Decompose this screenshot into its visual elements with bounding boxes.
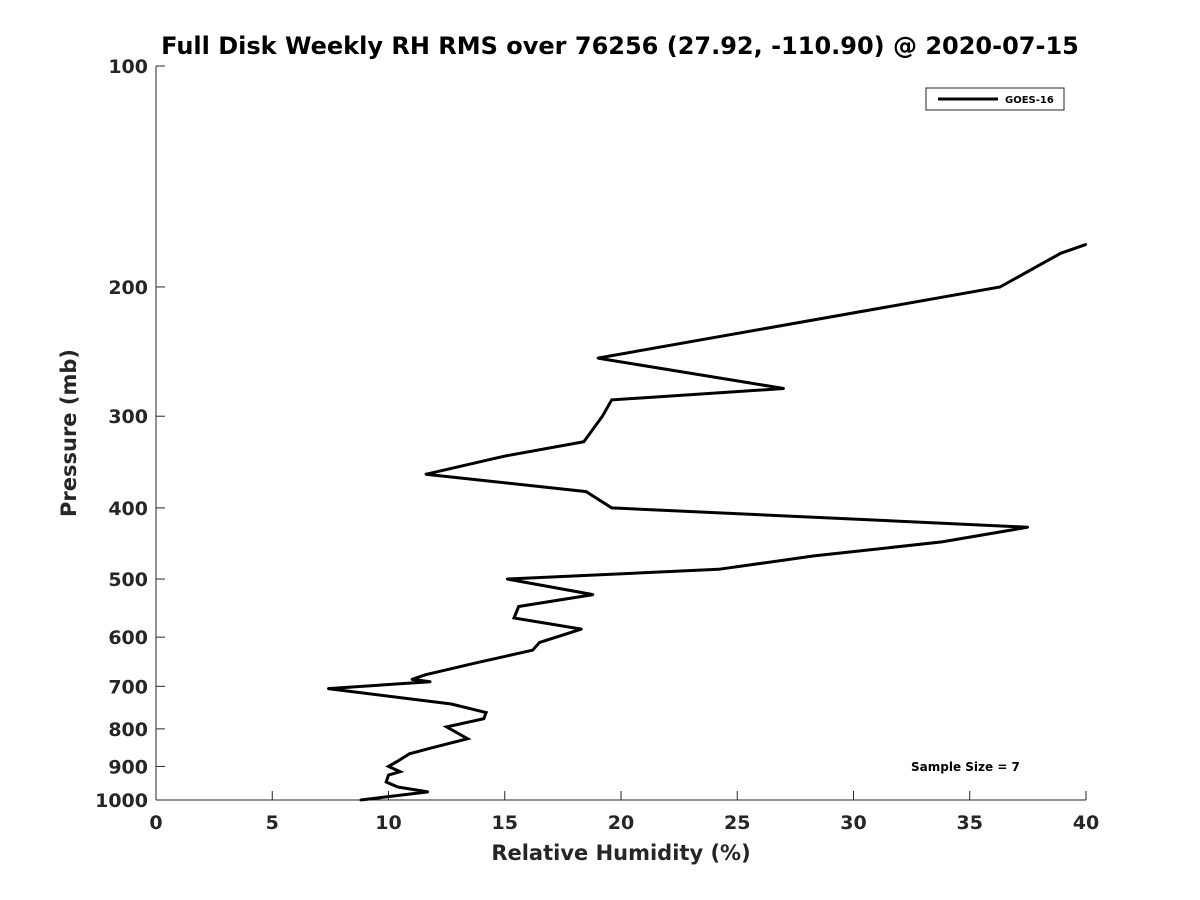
y-tick-label: 400	[108, 498, 148, 520]
data-point	[450, 702, 453, 706]
data-point	[580, 627, 583, 631]
y-tick-label: 800	[108, 719, 148, 741]
data-point	[408, 752, 411, 755]
data-point	[482, 717, 485, 720]
data-point	[596, 356, 599, 360]
data-point	[387, 765, 390, 768]
data-point	[582, 440, 585, 443]
y-tick-label: 100	[108, 56, 148, 78]
x-axis-label: Relative Humidity (%)	[491, 841, 750, 865]
data-point	[396, 785, 399, 789]
x-tick-label: 25	[724, 812, 750, 834]
x-tick-label: 10	[375, 812, 401, 834]
data-point	[512, 616, 516, 620]
y-tick-label: 200	[108, 277, 148, 299]
data-point	[531, 649, 534, 652]
data-point	[538, 641, 541, 644]
data-point	[610, 506, 613, 510]
data-point	[610, 398, 613, 402]
y-tick-label: 500	[108, 569, 148, 591]
y-tick-label: 700	[108, 676, 148, 698]
data-point	[503, 454, 506, 458]
y-axis-label: Pressure (mb)	[57, 349, 81, 517]
data-point	[466, 737, 469, 740]
data-point	[505, 577, 509, 581]
x-tick-label: 20	[608, 812, 634, 834]
data-point	[424, 673, 427, 676]
x-axis-ticks: 0 5 10 15 20 25 30 35 40	[149, 791, 1099, 834]
y-tick-label: 300	[108, 406, 148, 428]
data-point	[1026, 526, 1030, 529]
x-tick-label: 0	[149, 812, 162, 834]
data-point	[424, 473, 427, 476]
x-tick-label: 30	[840, 812, 866, 834]
data-point	[601, 415, 604, 418]
y-tick-label: 900	[108, 756, 148, 778]
data-point	[782, 387, 785, 390]
data-point	[398, 770, 402, 773]
data-point	[517, 605, 520, 608]
data-point	[1059, 252, 1062, 255]
chart-title: Full Disk Weekly RH RMS over 76256 (27.9…	[161, 32, 1079, 60]
data-point	[410, 678, 413, 681]
data-point	[429, 747, 432, 750]
data-point	[591, 593, 595, 596]
legend: GOES-16	[925, 87, 1065, 111]
series-layer	[326, 242, 1088, 802]
data-point	[326, 687, 330, 690]
data-point	[396, 759, 399, 763]
y-tick-label: 600	[108, 627, 148, 649]
data-point	[484, 711, 488, 714]
x-tick-label: 35	[957, 812, 983, 834]
data-point	[445, 725, 448, 729]
data-point	[717, 568, 720, 571]
data-point	[426, 790, 430, 794]
sample-size-annotation: Sample Size = 7	[911, 760, 1020, 774]
legend-label-goes-16: GOES-16	[1005, 95, 1054, 106]
data-point	[584, 490, 588, 493]
data-point	[998, 285, 1002, 289]
data-point	[387, 773, 390, 777]
data-point	[359, 798, 362, 802]
data-point	[385, 780, 388, 784]
x-tick-label: 5	[266, 812, 279, 834]
data-point	[429, 680, 432, 683]
data-point	[475, 661, 479, 664]
data-point	[812, 554, 816, 558]
y-axis-ticks: 100 200 300 400 500 600 700 800 900 1000	[95, 56, 165, 812]
x-tick-label: 40	[1073, 812, 1099, 834]
data-point	[940, 540, 944, 544]
x-tick-label: 15	[492, 812, 518, 834]
data-point	[1084, 243, 1088, 246]
y-tick-label: 1000	[95, 790, 148, 812]
